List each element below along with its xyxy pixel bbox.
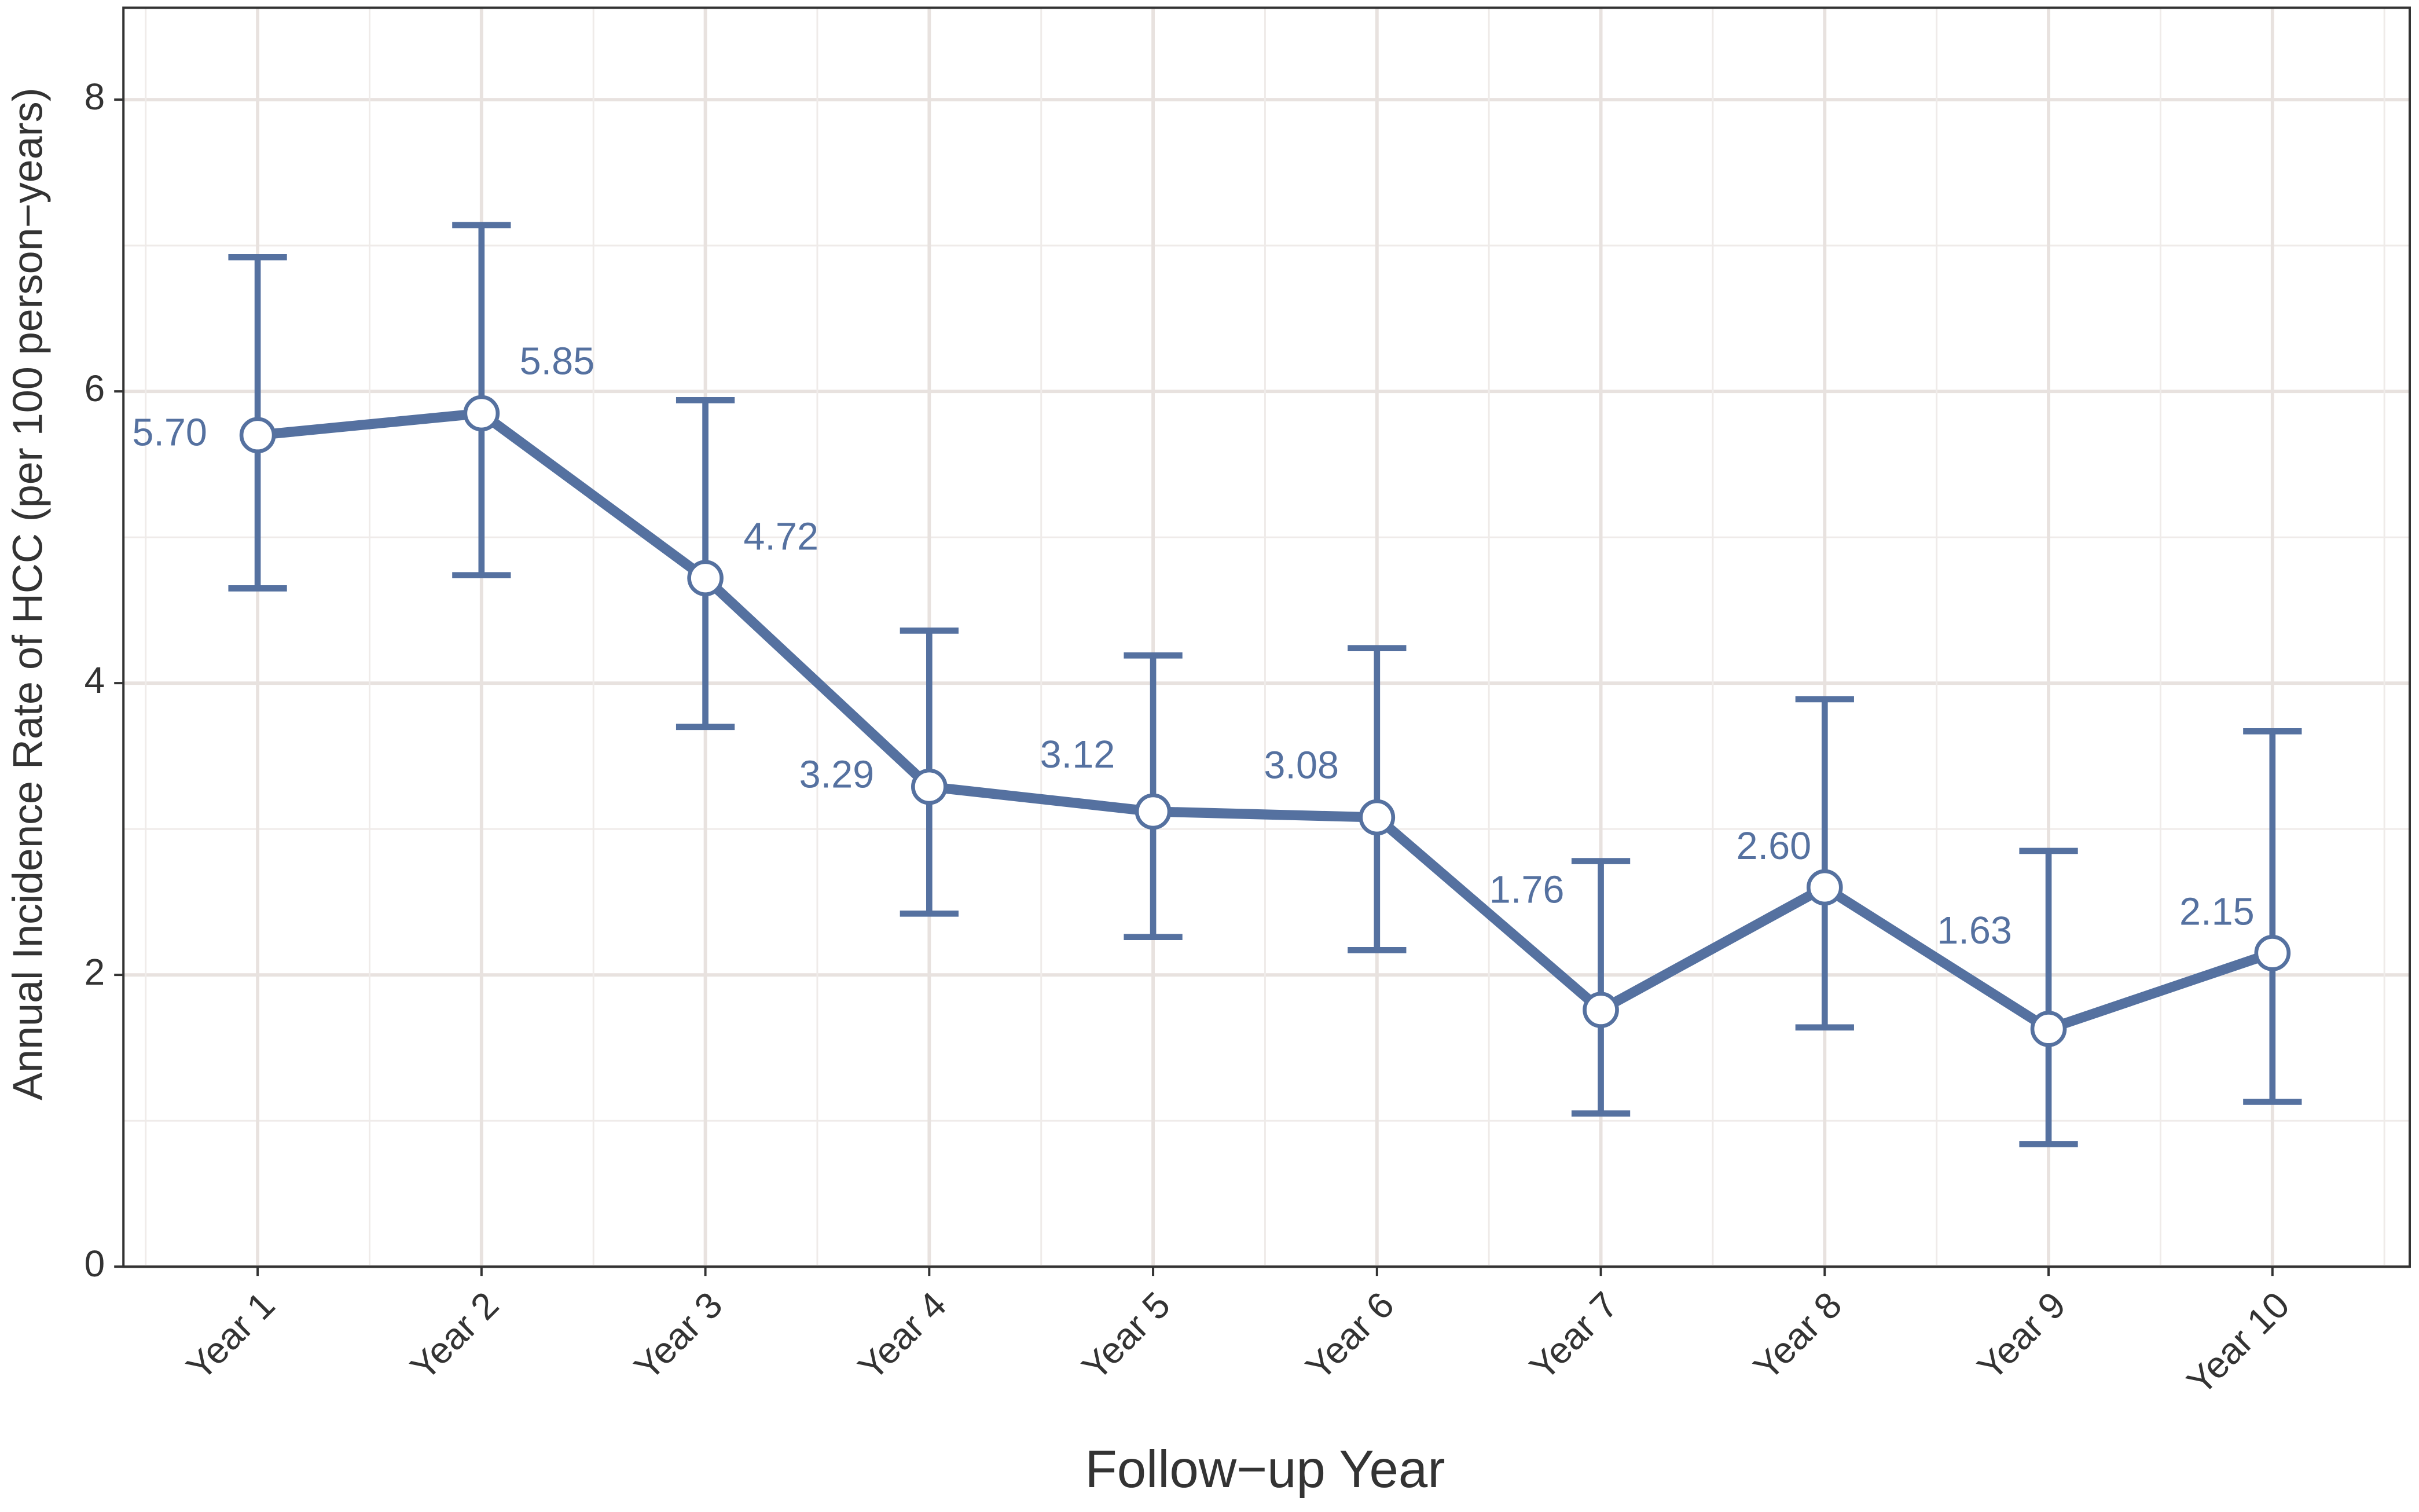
data-label: 1.63 [1937,909,2012,952]
error-bar [2019,847,2078,1147]
panel-border [122,6,2411,1268]
error-bar [1348,645,1407,953]
point [1583,992,1619,1028]
x-axis-title: Follow−up Year [1085,1440,1445,1499]
point [1806,869,1843,906]
y-tick-label: 2 [85,951,105,993]
error-bar [2243,728,2302,1105]
data-label: 5.85 [520,340,595,383]
error-bar [1571,858,1631,1117]
y-tick-label: 0 [85,1243,105,1285]
y-tick-label: 4 [85,659,105,701]
point [687,560,724,597]
data-label: 3.12 [1040,733,1115,776]
point [911,768,948,805]
point [2030,1011,2067,1047]
point [239,417,276,454]
data-label: 3.08 [1264,744,1339,787]
data-label: 2.15 [2179,890,2255,933]
data-label: 2.60 [1737,825,1812,868]
data-label: 3.29 [799,754,875,797]
point [2254,935,2291,971]
marks: 5.70 5.85 4.72 3.29 3.12 3.08 1.76 2.60 1.63 2.15 [132,222,2302,1147]
data-label: 5.70 [132,411,207,454]
y-tick-label: 8 [85,76,105,118]
y-tick-label: 6 [85,368,105,409]
data-label: 4.72 [743,516,818,559]
error-bar [1795,696,1854,1031]
point [1359,799,1396,836]
data-label: 1.76 [1489,869,1565,912]
y-axis-title: Annual Incidence Rate of HCC (per 100 pe… [5,87,51,1100]
point [1135,793,1172,830]
point [463,395,500,432]
line [257,408,2274,1034]
